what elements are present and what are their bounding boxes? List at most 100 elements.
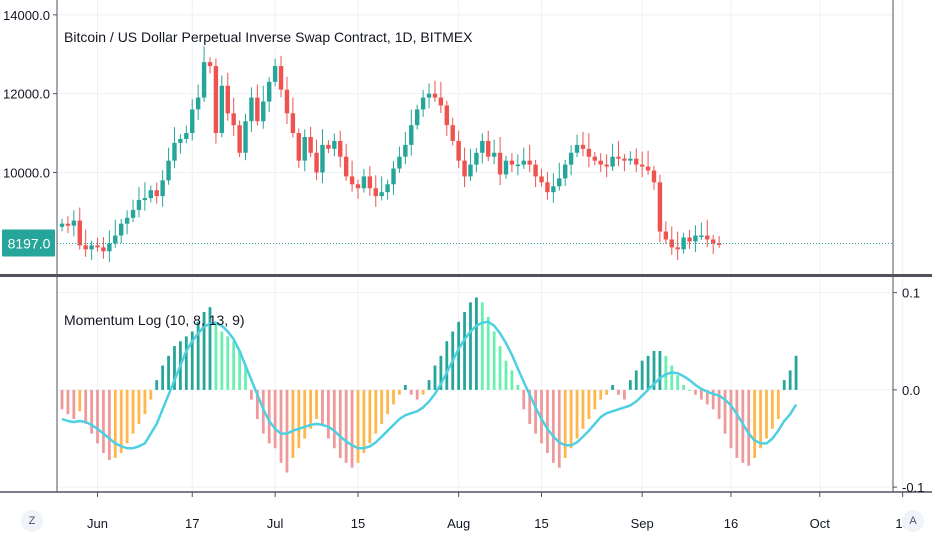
candle-body xyxy=(592,156,597,161)
candle-body xyxy=(705,235,710,240)
time-tick-label: 16 xyxy=(724,516,738,531)
histogram-bar xyxy=(332,389,336,449)
candle-body xyxy=(130,209,136,218)
histogram-bar xyxy=(72,389,76,420)
histogram-bar xyxy=(593,389,597,410)
histogram-bar xyxy=(202,312,206,390)
histogram-bar xyxy=(267,389,271,444)
candle-body xyxy=(249,97,254,122)
histogram-bar xyxy=(534,389,537,434)
histogram-bar xyxy=(255,389,259,420)
histogram-bar xyxy=(699,389,703,400)
time-tick-label: Sep xyxy=(631,516,654,531)
histogram-bar xyxy=(510,370,514,390)
histogram-bar xyxy=(220,331,224,390)
histogram-bar xyxy=(682,385,685,390)
histogram-bar xyxy=(238,350,241,390)
candle-body xyxy=(657,182,663,232)
histogram-bar xyxy=(664,355,668,390)
histogram-bar xyxy=(327,389,330,439)
candle-body xyxy=(184,133,189,139)
histogram-bar xyxy=(131,389,135,434)
histogram-bar xyxy=(208,307,212,390)
histogram-bar xyxy=(415,389,419,400)
candle-body xyxy=(213,66,219,134)
candle-body xyxy=(681,237,686,250)
candle-body xyxy=(403,144,408,157)
histogram-bar xyxy=(226,336,230,390)
candle-body xyxy=(474,152,479,165)
candle-body xyxy=(634,158,639,165)
histogram-bar xyxy=(480,302,484,390)
candle-body xyxy=(172,142,177,161)
momentum-tick-label: 0.0 xyxy=(902,383,920,398)
candle-body xyxy=(486,140,491,157)
candle-body xyxy=(326,144,331,149)
candle-body xyxy=(521,160,526,165)
candle-body xyxy=(219,85,225,134)
autoscale-button[interactable]: A xyxy=(902,510,924,532)
candle-body xyxy=(308,137,313,153)
candle-body xyxy=(699,235,704,238)
candle-body xyxy=(267,81,272,102)
histogram-bar xyxy=(469,302,472,390)
histogram-bar xyxy=(279,389,283,463)
histogram-bar xyxy=(368,389,372,444)
histogram-bar xyxy=(445,341,449,390)
last-price-badge xyxy=(2,229,55,257)
candle-body xyxy=(651,170,657,183)
candle-body xyxy=(119,223,124,236)
candle-body xyxy=(166,160,171,181)
candle-body xyxy=(338,140,343,157)
histogram-bar xyxy=(611,385,614,390)
axes: 14000.0 12000.0 10000.0 8197.0 0.1 0.0 -0.1 Jun… xyxy=(0,0,932,531)
candle-body xyxy=(65,223,71,226)
candle-body xyxy=(290,113,296,134)
histogram-bar xyxy=(575,389,579,439)
histogram-bar xyxy=(498,346,502,390)
momentum-histogram xyxy=(60,297,798,473)
candle-body xyxy=(302,137,307,161)
candle-body xyxy=(604,164,609,167)
candle-body xyxy=(385,184,390,193)
candle-body xyxy=(675,247,680,250)
candle-body xyxy=(373,188,378,197)
candle-body xyxy=(77,220,82,246)
candle-body xyxy=(616,156,621,159)
histogram-bar xyxy=(741,389,745,463)
candle-body xyxy=(89,245,94,250)
candle-body xyxy=(355,184,361,189)
histogram-bar xyxy=(303,389,307,439)
candle-body xyxy=(148,190,153,199)
candle-body xyxy=(468,164,473,177)
histogram-bar xyxy=(765,389,768,439)
candle-body xyxy=(515,164,521,167)
candle-body xyxy=(178,138,183,143)
pane-separator xyxy=(0,274,932,277)
timezone-button[interactable]: Z xyxy=(21,510,43,532)
histogram-bar xyxy=(137,389,141,424)
candle-body xyxy=(136,200,142,210)
last-price-label: 8197.0 xyxy=(8,236,51,252)
candle-body xyxy=(142,198,148,201)
histogram-bar xyxy=(161,365,165,390)
candle-body xyxy=(272,66,278,82)
histogram-bar xyxy=(717,389,721,420)
histogram-bar xyxy=(119,389,123,454)
candle-body xyxy=(557,178,562,187)
candle-body xyxy=(628,158,633,161)
candle-body xyxy=(332,140,337,149)
time-tick-label: Jun xyxy=(87,516,108,531)
histogram-bar xyxy=(628,380,632,390)
histogram-bar xyxy=(386,389,389,415)
histogram-bar xyxy=(504,360,508,390)
momentum-signal xyxy=(61,320,798,450)
histogram-bar xyxy=(705,389,709,405)
indicator-title: Momentum Log (10, 8, 13, 9) xyxy=(64,312,245,328)
histogram-bar xyxy=(285,389,289,473)
histogram-bar xyxy=(297,389,301,449)
price-tick-label: 12000.0 xyxy=(3,87,50,102)
candle-body xyxy=(243,121,248,153)
candle-body xyxy=(225,85,230,114)
candle-body xyxy=(716,243,722,245)
